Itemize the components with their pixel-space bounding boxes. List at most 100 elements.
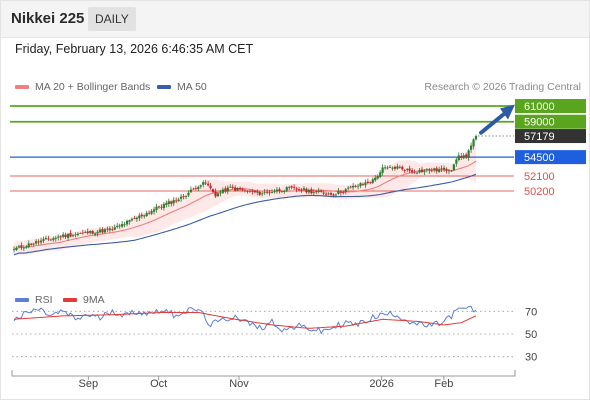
- candle-body: [62, 234, 65, 237]
- candle-body: [128, 220, 131, 222]
- candle-body: [238, 187, 242, 190]
- candle-body: [204, 182, 207, 184]
- candle-body: [184, 196, 188, 197]
- candle: [428, 168, 431, 174]
- candle-body: [290, 186, 293, 188]
- candle-body: [30, 243, 33, 245]
- candle: [143, 214, 146, 219]
- candle: [155, 203, 158, 213]
- candle-body: [234, 187, 237, 191]
- candle: [275, 186, 279, 194]
- candle: [165, 200, 168, 208]
- candle: [295, 186, 298, 193]
- candle: [74, 232, 77, 238]
- candle-body: [69, 233, 72, 237]
- level-tag-57179: [515, 129, 586, 144]
- candle-body: [182, 196, 185, 197]
- legend-rsi-label: RSI: [35, 294, 53, 306]
- candle-body: [359, 183, 362, 187]
- candle: [64, 232, 67, 240]
- candle: [62, 232, 65, 239]
- candle-body: [371, 179, 374, 183]
- candle-body: [383, 167, 387, 169]
- candle: [221, 187, 224, 194]
- candle-body: [17, 245, 21, 247]
- candle: [455, 157, 458, 167]
- candle-body: [243, 190, 247, 192]
- candle-body: [339, 191, 342, 193]
- candle: [383, 164, 387, 170]
- candle-body: [425, 169, 428, 171]
- candle-body: [300, 189, 303, 191]
- candle-body: [79, 233, 82, 234]
- candle: [310, 187, 313, 195]
- candle: [180, 193, 183, 202]
- candle: [411, 168, 414, 175]
- candle: [32, 242, 35, 247]
- rsi-tick-50: 50: [525, 329, 537, 341]
- candle-body: [474, 136, 478, 140]
- candle: [157, 205, 161, 209]
- candle: [266, 189, 269, 195]
- candle: [211, 188, 215, 194]
- candle-body: [98, 229, 102, 233]
- forecast-arrow-shaft: [479, 109, 509, 135]
- candle: [231, 184, 234, 190]
- candle-body: [103, 229, 107, 233]
- candle-body: [398, 166, 401, 168]
- candle: [312, 189, 315, 196]
- candle: [236, 187, 239, 192]
- candle: [317, 187, 320, 194]
- candle-body: [460, 155, 463, 158]
- candle-body: [221, 189, 224, 193]
- candle: [270, 189, 274, 194]
- candle: [22, 245, 25, 252]
- candle-body: [165, 203, 168, 206]
- x-tick-Oct: Oct: [150, 378, 167, 390]
- candle-body: [241, 188, 244, 191]
- candle-body: [74, 234, 77, 236]
- candle: [352, 182, 355, 190]
- candle: [140, 212, 143, 219]
- candle-body: [108, 228, 111, 231]
- candle-body: [123, 224, 126, 226]
- candle: [315, 189, 318, 195]
- candle-body: [307, 189, 310, 193]
- candle: [339, 190, 342, 196]
- candle: [81, 229, 84, 235]
- candle-body: [334, 194, 338, 196]
- candle: [135, 216, 138, 222]
- instrument-title: Nikkei 225: [11, 10, 85, 27]
- candle-body: [275, 189, 279, 192]
- period-badge[interactable]: DAILY: [88, 7, 136, 31]
- candle-body: [388, 166, 392, 168]
- candle: [234, 185, 237, 192]
- candle-body: [312, 192, 315, 193]
- candle-body: [266, 191, 269, 193]
- candle: [324, 191, 328, 197]
- candle: [440, 165, 443, 173]
- candle: [445, 167, 448, 174]
- candle-body: [81, 232, 84, 234]
- candle: [93, 231, 97, 237]
- candle: [386, 165, 389, 170]
- candle: [256, 189, 259, 196]
- candle-body: [324, 193, 328, 195]
- candle-body: [32, 243, 35, 245]
- candle-body: [140, 214, 143, 217]
- x-tick-2026: 2026: [369, 378, 393, 390]
- candle-body: [433, 168, 436, 171]
- rsi-swatch-icon: [15, 298, 29, 303]
- candle: [187, 190, 190, 198]
- candle: [89, 230, 92, 235]
- candle: [59, 235, 62, 241]
- candle: [283, 189, 286, 194]
- candle: [42, 236, 45, 244]
- candle-body: [192, 188, 195, 190]
- candle: [194, 185, 197, 191]
- candle-body: [258, 191, 261, 195]
- candle-body: [369, 182, 372, 184]
- candle: [103, 227, 107, 234]
- candle-body: [393, 166, 397, 169]
